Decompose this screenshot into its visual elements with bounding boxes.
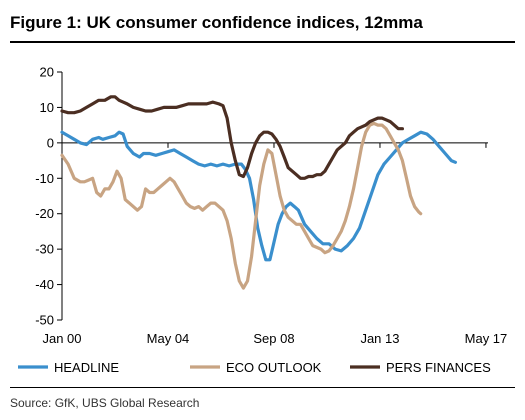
chart-axes: 20 10 0 -10 -20 -30 -40 -50 Jan 00 May 04 Sep 08 Ja…	[35, 65, 507, 347]
x-tick-label: May 04	[147, 331, 190, 346]
legend-label: ECO OUTLOOK	[226, 360, 322, 375]
x-tick-label: Jan 00	[42, 331, 81, 346]
x-tick-label: Jan 13	[360, 331, 399, 346]
legend-label: HEADLINE	[54, 360, 119, 375]
chart-title: Figure 1: UK consumer confidence indices…	[10, 13, 423, 32]
y-tick-label: 20	[40, 65, 54, 80]
y-tick-label: 10	[40, 100, 54, 115]
line-chart: 20 10 0 -10 -20 -30 -40 -50 Jan 00 May 04 Sep 08 Ja…	[18, 65, 507, 375]
y-tick-label: -10	[35, 171, 54, 186]
title-rule	[10, 41, 515, 43]
x-tick-label: Sep 08	[253, 331, 294, 346]
y-tick-label: -50	[35, 313, 54, 328]
series-line-headline	[60, 130, 457, 262]
series-line-eco-outlook	[60, 121, 423, 290]
x-tick-label: May 17	[465, 331, 508, 346]
y-tick-label: -20	[35, 206, 54, 221]
y-tick-label: -40	[35, 277, 54, 292]
y-tick-label: 0	[47, 135, 54, 150]
legend-label: PERS FINANCES	[386, 360, 491, 375]
source-note: Source: GfK, UBS Global Research	[10, 396, 200, 410]
y-tick-label: -30	[35, 242, 54, 257]
series-line-pers-finances	[60, 95, 404, 180]
chart-legend: HEADLINE ECO OUTLOOK PERS FINANCES	[18, 360, 491, 375]
chart-series	[60, 95, 457, 290]
source-rule	[10, 387, 515, 388]
